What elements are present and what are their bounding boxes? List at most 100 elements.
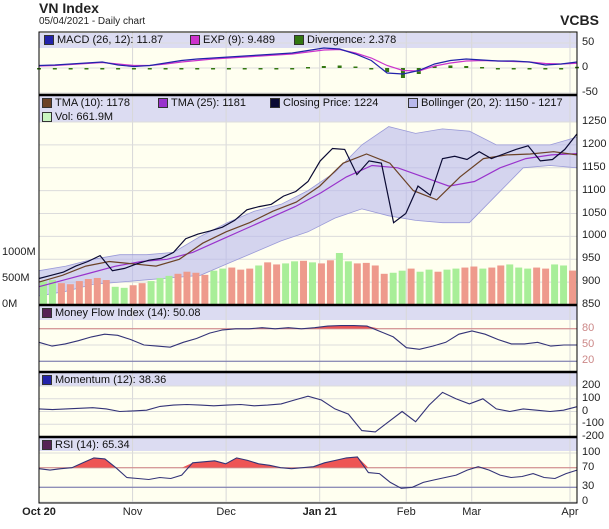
legend-swatch-icon bbox=[42, 112, 52, 122]
legend-item: MACD (26, 12): 11.87 bbox=[44, 34, 163, 46]
divergence-bar bbox=[211, 68, 216, 70]
volume-bar bbox=[407, 268, 415, 305]
volume-bar bbox=[425, 269, 433, 305]
x-tick-label: Feb bbox=[396, 506, 416, 518]
x-tick-label: Apr bbox=[561, 506, 579, 518]
legend-label: Money Flow Index (14): 50.08 bbox=[55, 307, 201, 319]
volume-bar bbox=[255, 265, 263, 305]
panel-rsi-legend-band bbox=[39, 438, 577, 451]
volume-bar bbox=[335, 253, 343, 305]
legend-item: Divergence: 2.378 bbox=[294, 34, 396, 46]
volume-bar bbox=[398, 270, 406, 305]
divergence-bar bbox=[179, 68, 184, 70]
y-tick-label: 70 bbox=[582, 460, 595, 473]
divergence-bar bbox=[100, 68, 105, 70]
y-tick-label: 1250 bbox=[582, 115, 607, 127]
x-tick-label: Mar bbox=[462, 506, 482, 518]
chart-title: VN Index bbox=[39, 0, 99, 16]
legend-swatch-icon bbox=[42, 308, 52, 318]
panel-main-legend-band bbox=[39, 96, 577, 122]
y-tick-label: 50 bbox=[582, 36, 595, 48]
y-tick-label: 0 bbox=[582, 61, 589, 73]
y-tick-label: -200 bbox=[582, 430, 605, 442]
y-tick-label: 1200 bbox=[582, 137, 607, 150]
mfi-line bbox=[38, 325, 577, 350]
divergence-bar bbox=[511, 68, 516, 70]
volume-bar bbox=[129, 285, 137, 305]
divergence-bar bbox=[195, 68, 200, 70]
legend-swatch-icon bbox=[42, 98, 52, 108]
volume-bar bbox=[488, 267, 496, 305]
legend-item: Closing Price: 1224 bbox=[270, 97, 378, 109]
legend-item: EXP (9): 9.489 bbox=[190, 34, 275, 46]
volume-bar bbox=[66, 284, 74, 305]
volume-bar bbox=[326, 260, 334, 305]
volume-bar bbox=[147, 281, 155, 305]
y-tick-label: 30 bbox=[582, 480, 595, 493]
volume-bar bbox=[57, 283, 65, 305]
legend-swatch-icon bbox=[42, 440, 52, 450]
closing-price-line bbox=[38, 133, 578, 280]
rsi-line bbox=[38, 456, 578, 489]
volume-bar bbox=[533, 267, 541, 305]
divergence-bar bbox=[131, 68, 136, 70]
legend-swatch-icon bbox=[190, 35, 200, 45]
volume-bar bbox=[371, 265, 379, 305]
y-tick-label: -50 bbox=[582, 86, 598, 98]
momentum-line bbox=[38, 391, 578, 433]
y-tick-label: 1050 bbox=[582, 206, 607, 219]
y-tick-label: 0 bbox=[582, 495, 589, 507]
divergence-bar bbox=[559, 68, 564, 70]
volume-bar bbox=[380, 273, 388, 305]
panel-mfi-legend-band bbox=[39, 306, 577, 320]
panel-macd-legend-band bbox=[39, 33, 577, 48]
brand-label: VCBS bbox=[560, 12, 599, 28]
legend-label: TMA (25): 1181 bbox=[171, 97, 246, 109]
x-tick-label: Dec bbox=[216, 506, 236, 518]
divergence-bar bbox=[274, 68, 279, 70]
divergence-bar bbox=[290, 68, 295, 70]
y-tick-label: 0 bbox=[582, 404, 589, 417]
legend-swatch-icon bbox=[294, 35, 304, 45]
volume-bar bbox=[183, 271, 191, 305]
panel-mom-legend-band bbox=[39, 373, 577, 386]
volume-bar bbox=[560, 265, 568, 305]
macd-line bbox=[38, 47, 578, 75]
volume-bar bbox=[156, 277, 164, 305]
divergence-bar bbox=[258, 68, 263, 70]
divergence-bar bbox=[385, 68, 390, 72]
volume-bar bbox=[120, 287, 128, 305]
volume-bar bbox=[93, 277, 101, 305]
legend-swatch-icon bbox=[44, 35, 54, 45]
legend-item: Bollinger (20, 2): 1150 - 1217 bbox=[408, 97, 563, 109]
volume-bar bbox=[75, 281, 83, 305]
volume-bar bbox=[40, 281, 47, 305]
divergence-bar bbox=[52, 68, 57, 70]
y-tick-label: 900 bbox=[582, 275, 601, 288]
legend-item: RSI (14): 65.34 bbox=[42, 439, 130, 451]
legend-label: Vol: 661.9M bbox=[55, 111, 114, 123]
divergence-bar bbox=[84, 68, 89, 70]
volume-bar bbox=[362, 262, 370, 305]
divergence-bar bbox=[369, 68, 374, 70]
volume-bar bbox=[470, 266, 478, 305]
volume-bar bbox=[497, 265, 505, 305]
legend-label: EXP (9): 9.489 bbox=[203, 34, 275, 46]
volume-bar bbox=[515, 267, 523, 305]
volume-bar bbox=[138, 283, 146, 305]
volume-bar bbox=[300, 260, 307, 305]
y-tick-label: 80 bbox=[582, 321, 595, 334]
volume-bar bbox=[273, 264, 281, 305]
legend-label: Divergence: 2.378 bbox=[307, 34, 397, 46]
divergence-bar bbox=[464, 66, 469, 68]
divergence-bar bbox=[306, 67, 310, 69]
legend-swatch-icon bbox=[42, 375, 52, 385]
legend-label: Closing Price: 1224 bbox=[283, 97, 379, 109]
y-tick-label: 20 bbox=[582, 354, 595, 367]
volume-bar bbox=[389, 272, 397, 305]
overbought-fill bbox=[39, 456, 577, 468]
divergence-bar bbox=[116, 68, 121, 70]
volume-bar bbox=[353, 263, 361, 305]
volume-bar bbox=[165, 275, 173, 305]
